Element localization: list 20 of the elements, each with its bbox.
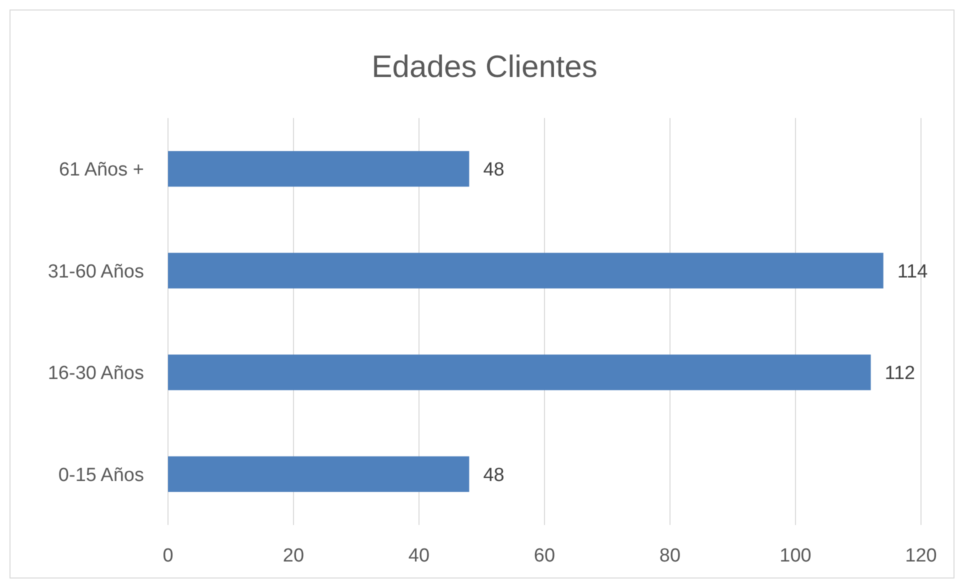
data-label: 48 xyxy=(483,160,504,181)
data-label: 114 xyxy=(897,261,928,282)
data-label: 112 xyxy=(884,363,916,384)
x-tick-label: 80 xyxy=(659,546,681,567)
x-tick-label: 60 xyxy=(534,546,556,567)
chart-title: Edades Clientes xyxy=(372,48,598,84)
bar xyxy=(168,354,871,390)
x-tick-label: 100 xyxy=(780,546,812,567)
y-tick-label: 16-30 Años xyxy=(48,363,144,384)
bar xyxy=(168,151,470,187)
y-tick-label: 31-60 Años xyxy=(48,261,144,282)
x-tick-label: 40 xyxy=(408,546,430,567)
bar xyxy=(168,456,470,492)
data-label: 48 xyxy=(483,464,504,486)
y-tick-label: 61 Años + xyxy=(58,160,144,181)
bar xyxy=(168,252,884,288)
y-tick-label: 0-15 Años xyxy=(58,464,144,486)
x-tick-label: 120 xyxy=(905,546,937,567)
x-tick-label: 0 xyxy=(162,546,174,567)
x-tick-label: 20 xyxy=(282,546,304,567)
